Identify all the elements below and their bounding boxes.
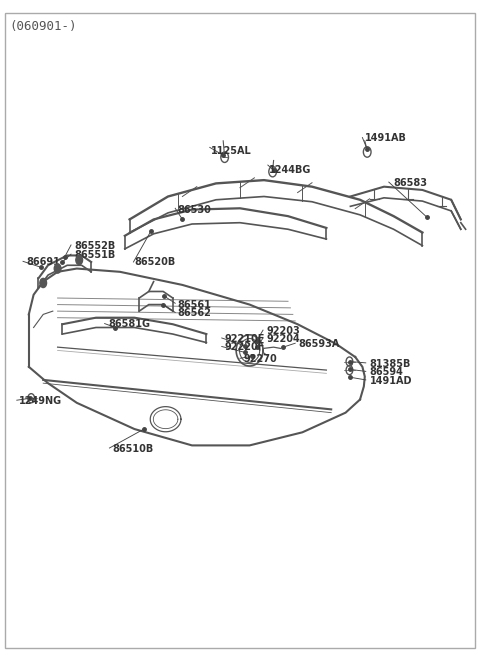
- Text: 81385B: 81385B: [370, 358, 411, 369]
- Circle shape: [40, 278, 47, 288]
- Text: 92204: 92204: [266, 333, 300, 344]
- Text: 86530: 86530: [178, 204, 212, 215]
- Text: 86561: 86561: [178, 299, 212, 310]
- Circle shape: [76, 255, 83, 265]
- Text: 86691: 86691: [26, 257, 60, 267]
- Text: 1249NG: 1249NG: [19, 396, 62, 406]
- Text: 86562: 86562: [178, 308, 212, 318]
- Text: 92270: 92270: [243, 354, 277, 364]
- Text: 86581G: 86581G: [108, 319, 150, 329]
- Text: 92203: 92203: [266, 326, 300, 336]
- Circle shape: [54, 264, 61, 273]
- Text: 1244BG: 1244BG: [269, 165, 311, 176]
- Text: 1491AB: 1491AB: [365, 132, 407, 143]
- Text: 86552B: 86552B: [74, 240, 116, 251]
- Text: 1491AD: 1491AD: [370, 375, 412, 386]
- Text: 1125AL: 1125AL: [211, 145, 252, 156]
- Text: 86520B: 86520B: [134, 257, 176, 267]
- Text: 86551B: 86551B: [74, 250, 116, 261]
- Text: 86583: 86583: [394, 178, 428, 189]
- Text: (060901-): (060901-): [10, 20, 77, 33]
- Text: 86593A: 86593A: [299, 339, 340, 349]
- Text: 92210F: 92210F: [225, 333, 265, 344]
- Text: 86510B: 86510B: [113, 443, 154, 454]
- Text: 92220F: 92220F: [225, 342, 265, 352]
- Text: 86594: 86594: [370, 367, 404, 377]
